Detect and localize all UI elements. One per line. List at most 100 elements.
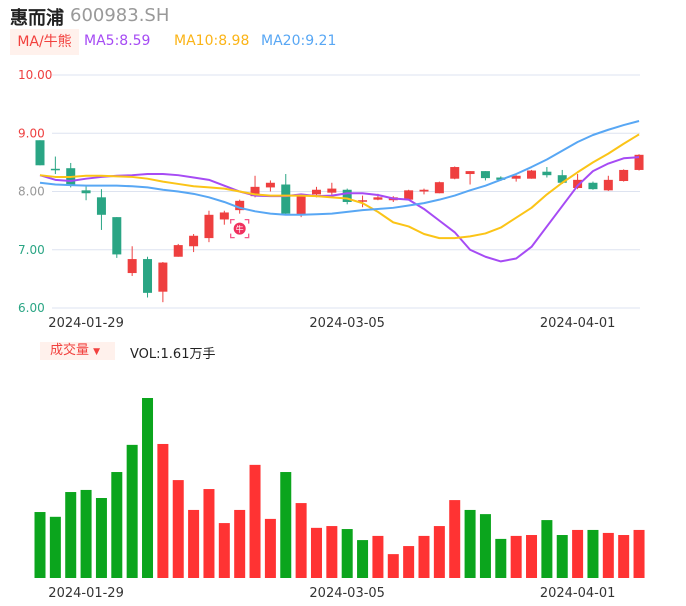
volume-bar bbox=[142, 398, 154, 578]
ma10-value: MA10:8.98 bbox=[174, 33, 250, 49]
candle-body bbox=[127, 259, 137, 274]
candle-body bbox=[634, 154, 644, 170]
volume-bar bbox=[218, 523, 230, 578]
candle-body bbox=[603, 179, 613, 191]
volume-bar bbox=[234, 509, 246, 578]
y-tick-label: 8.00 bbox=[18, 185, 45, 199]
candle-body bbox=[250, 186, 260, 197]
candle-body bbox=[527, 170, 537, 179]
volume-bar bbox=[372, 535, 384, 578]
volume-bar bbox=[464, 509, 476, 578]
candle-body bbox=[542, 171, 552, 176]
candle-body bbox=[204, 214, 214, 239]
volume-bar bbox=[602, 532, 614, 578]
volume-x-tick-label: 2024-03-05 bbox=[309, 586, 385, 601]
candle-body bbox=[189, 235, 199, 247]
candle-body bbox=[96, 197, 106, 215]
volume-bar bbox=[495, 538, 507, 578]
candle-body bbox=[235, 200, 245, 211]
candle-body bbox=[50, 168, 60, 171]
volume-bar bbox=[341, 529, 353, 578]
y-tick-label: 7.00 bbox=[18, 243, 45, 257]
volume-bar bbox=[326, 526, 338, 578]
volume-bar bbox=[556, 535, 568, 578]
candle-body bbox=[281, 184, 291, 214]
candle-body bbox=[573, 179, 583, 189]
volume-bar bbox=[65, 492, 77, 578]
candle-body bbox=[173, 245, 183, 257]
candle-body bbox=[35, 140, 45, 166]
candle-body bbox=[81, 190, 91, 194]
volume-bar bbox=[126, 444, 138, 578]
candle-body bbox=[358, 200, 368, 202]
ma-indicator-button[interactable]: MA/牛熊 bbox=[10, 29, 79, 55]
candle-body bbox=[143, 259, 153, 293]
candle-body bbox=[296, 194, 306, 215]
dropdown-arrow-icon: ▼ bbox=[93, 347, 101, 357]
candle-body bbox=[557, 175, 567, 183]
candle-body bbox=[219, 212, 229, 220]
volume-x-tick-label: 2024-04-01 bbox=[540, 586, 616, 601]
candle-body bbox=[434, 182, 444, 194]
volume-bar bbox=[433, 526, 445, 578]
volume-value: VOL:1.61万手 bbox=[130, 347, 216, 362]
candle-body bbox=[158, 262, 168, 292]
candle-body bbox=[404, 190, 414, 200]
volume-bar bbox=[510, 535, 522, 578]
volume-x-tick-label: 2024-01-29 bbox=[48, 586, 124, 601]
x-tick-label: 2024-01-29 bbox=[48, 316, 124, 331]
candle-body bbox=[419, 189, 429, 192]
stock-code: 600983.SH bbox=[70, 5, 170, 26]
volume-bar bbox=[111, 472, 123, 578]
volume-bar bbox=[95, 498, 107, 578]
volume-button-label: 成交量 bbox=[50, 343, 90, 358]
volume-indicator-button[interactable]: 成交量 ▼ bbox=[40, 342, 115, 360]
candle-body bbox=[450, 167, 460, 179]
volume-bar bbox=[387, 554, 399, 578]
volume-bar bbox=[249, 464, 261, 578]
y-tick-label: 6.00 bbox=[18, 301, 45, 315]
volume-bar bbox=[357, 540, 369, 578]
volume-bar bbox=[479, 514, 491, 578]
volume-bar bbox=[264, 518, 276, 578]
ma5-value: MA5:8.59 bbox=[84, 33, 151, 49]
candle-body bbox=[327, 188, 337, 193]
stock-name: 惠而浦 bbox=[10, 8, 64, 29]
volume-bar bbox=[80, 489, 92, 578]
volume-bar bbox=[49, 516, 61, 578]
volume-bar bbox=[203, 489, 215, 578]
ma20-value: MA20:9.21 bbox=[261, 33, 337, 49]
candle-body bbox=[496, 177, 506, 180]
volume-bar bbox=[633, 529, 645, 578]
volume-bar bbox=[172, 480, 184, 578]
svg-text:牛: 牛 bbox=[236, 224, 244, 234]
x-tick-label: 2024-04-01 bbox=[540, 316, 616, 331]
volume-bar bbox=[157, 443, 169, 578]
candle-body bbox=[465, 171, 475, 175]
volume-bar bbox=[34, 512, 46, 578]
volume-bar bbox=[295, 503, 307, 578]
candle-body bbox=[265, 182, 275, 188]
volume-bar bbox=[618, 535, 630, 578]
volume-bar bbox=[526, 535, 538, 578]
candle-body bbox=[311, 189, 321, 195]
volume-bar bbox=[310, 527, 322, 578]
candle-body bbox=[619, 169, 629, 182]
candle-body bbox=[112, 217, 122, 255]
volume-bar bbox=[418, 535, 430, 578]
y-tick-label: 10.00 bbox=[18, 68, 52, 82]
volume-bar bbox=[449, 500, 461, 578]
x-tick-label: 2024-03-05 bbox=[309, 316, 385, 331]
ma5-line bbox=[39, 156, 640, 263]
volume-bar bbox=[572, 529, 584, 578]
volume-bar bbox=[188, 509, 200, 578]
candle-body bbox=[342, 189, 352, 202]
candle-body bbox=[588, 182, 598, 190]
volume-bar bbox=[403, 546, 415, 578]
ma10-line bbox=[39, 133, 640, 240]
bull-signal-icon[interactable]: 牛 bbox=[230, 218, 250, 239]
volume-bar bbox=[280, 472, 292, 578]
ma20-line bbox=[39, 120, 640, 216]
y-tick-label: 9.00 bbox=[18, 126, 45, 140]
